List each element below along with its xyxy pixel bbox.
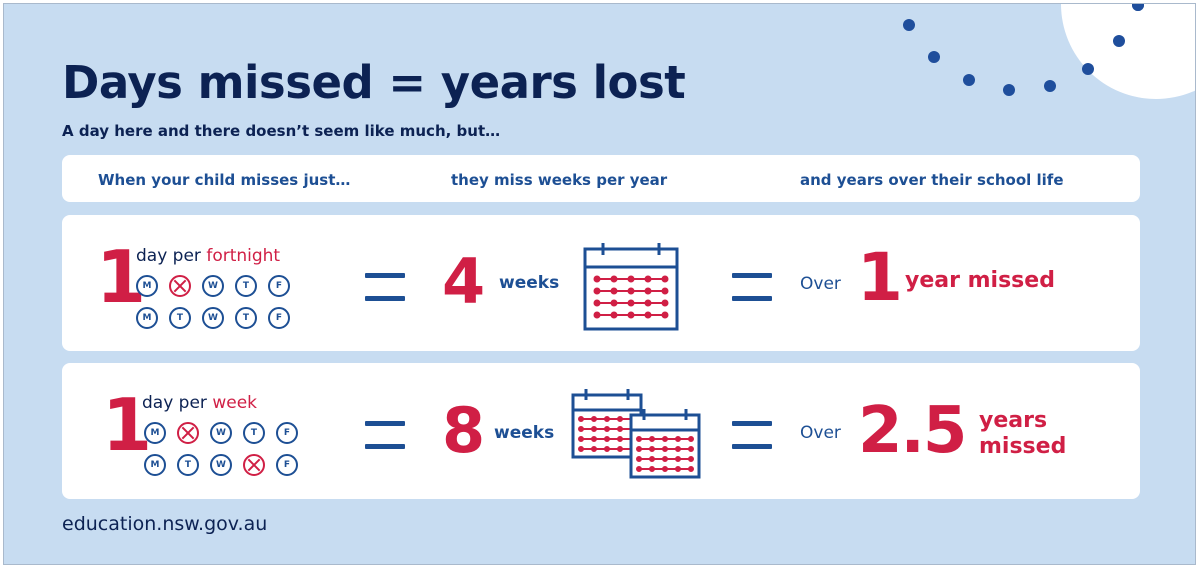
calendar-icon bbox=[583, 243, 679, 331]
arc-dot bbox=[1112, 35, 1125, 48]
frequency-prefix: day per bbox=[142, 393, 213, 413]
equals-icon bbox=[732, 421, 772, 449]
page-subtitle: A day here and there doesn’t seem like m… bbox=[62, 122, 501, 140]
day-grid: M T W T F M T W T F bbox=[136, 275, 290, 339]
day-tuesday: T bbox=[177, 454, 199, 476]
day-monday: M bbox=[144, 422, 166, 444]
page-title: Days missed = years lost bbox=[62, 56, 686, 109]
frequency-highlight: fortnight bbox=[206, 246, 281, 266]
days-count: 1 bbox=[96, 235, 147, 319]
frequency-highlight: week bbox=[212, 393, 257, 413]
column-header-panel: When your child misses just… they miss w… bbox=[62, 155, 1140, 202]
frequency-label: day per week bbox=[142, 393, 257, 413]
column-heading-misses: When your child misses just… bbox=[98, 171, 351, 189]
over-label: Over bbox=[800, 423, 841, 443]
day-friday: F bbox=[276, 422, 298, 444]
arc-dot bbox=[1044, 80, 1057, 93]
day-wednesday: W bbox=[210, 454, 232, 476]
arc-dot bbox=[928, 51, 941, 64]
weeks-count: 8 bbox=[442, 394, 486, 467]
arc-dot bbox=[902, 18, 915, 31]
day-wednesday: W bbox=[202, 275, 224, 297]
column-heading-years: and years over their school life bbox=[800, 171, 1064, 189]
day-friday: F bbox=[268, 307, 290, 329]
weeks-unit: weeks bbox=[499, 273, 560, 293]
arc-dot bbox=[1132, 4, 1145, 11]
corner-circle-decoration bbox=[1061, 4, 1195, 99]
day-monday: M bbox=[136, 275, 158, 297]
row-per-week: 1 day per week M T W T F M T W T F 8 wee… bbox=[62, 363, 1140, 499]
crossed-day-icon: T bbox=[177, 422, 199, 444]
crossed-day-icon: T bbox=[243, 454, 265, 476]
footer-url[interactable]: education.nsw.gov.au bbox=[62, 513, 268, 535]
years-count: 1 bbox=[857, 239, 903, 316]
week-1-days: M T W T F bbox=[144, 422, 298, 444]
day-monday: M bbox=[144, 454, 166, 476]
equals-icon bbox=[365, 273, 405, 301]
row-per-fortnight: 1 day per fortnight M T W T F M T W T F … bbox=[62, 215, 1140, 351]
crossed-day-icon: T bbox=[169, 275, 191, 297]
week-2-days: M T W T F bbox=[144, 454, 298, 476]
calendar-icon bbox=[571, 389, 701, 479]
day-thursday: T bbox=[243, 422, 265, 444]
day-tuesday: T bbox=[169, 307, 191, 329]
week-1-days: M T W T F bbox=[136, 275, 290, 297]
frequency-label: day per fortnight bbox=[136, 246, 280, 266]
day-grid: M T W T F M T W T F bbox=[144, 422, 298, 486]
day-thursday: T bbox=[235, 307, 257, 329]
years-count: 2.5 bbox=[858, 394, 967, 468]
column-heading-weeks: they miss weeks per year bbox=[451, 171, 668, 189]
equals-icon bbox=[732, 273, 772, 301]
days-count: 1 bbox=[102, 383, 153, 467]
week-2-days: M T W T F bbox=[136, 307, 290, 329]
day-friday: F bbox=[276, 454, 298, 476]
years-label-line-2: missed bbox=[979, 434, 1067, 460]
frequency-prefix: day per bbox=[136, 246, 207, 266]
day-monday: M bbox=[136, 307, 158, 329]
day-thursday: T bbox=[235, 275, 257, 297]
day-wednesday: W bbox=[202, 307, 224, 329]
weeks-count: 4 bbox=[442, 245, 486, 318]
day-friday: F bbox=[268, 275, 290, 297]
years-label-line-1: years bbox=[979, 408, 1048, 433]
years-label: year missed bbox=[905, 268, 1055, 293]
day-wednesday: W bbox=[210, 422, 232, 444]
arc-dot bbox=[1003, 83, 1016, 96]
years-label: years missed bbox=[979, 408, 1066, 461]
weeks-unit: weeks bbox=[494, 423, 555, 443]
arc-dot bbox=[1082, 63, 1095, 76]
equals-icon bbox=[365, 421, 405, 449]
arc-dot bbox=[962, 73, 975, 86]
infographic-canvas: Days missed = years lost A day here and … bbox=[3, 3, 1196, 565]
over-label: Over bbox=[800, 274, 841, 294]
